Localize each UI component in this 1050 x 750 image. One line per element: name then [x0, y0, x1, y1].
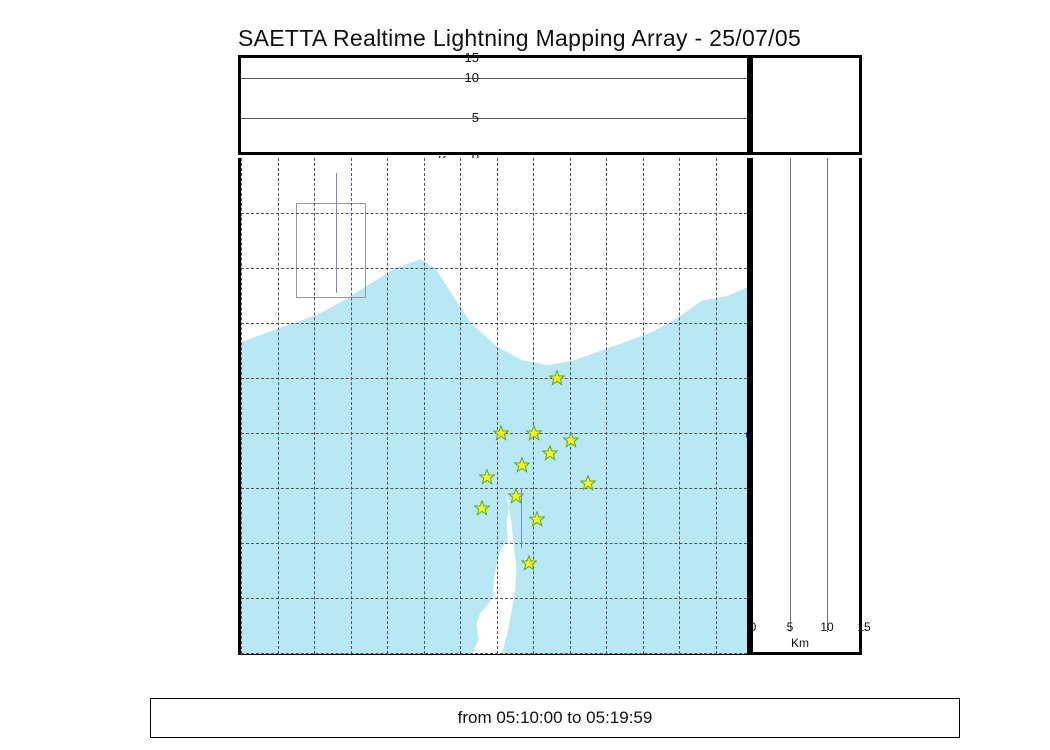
star-marker[interactable] — [474, 500, 490, 516]
lon-gridline-9.5 — [570, 158, 571, 654]
br-xtick-5: 5 — [787, 620, 794, 634]
main-map-panel[interactable]: 5°E 5.5°E 6°E 6.5°E 7°E 7.5°E 8°E 8.5°E … — [238, 158, 750, 655]
top-gridline — [241, 118, 747, 119]
star-marker[interactable] — [549, 370, 565, 386]
lon-gridline-11 — [679, 158, 680, 654]
star-marker[interactable] — [521, 555, 537, 571]
star-marker[interactable] — [529, 511, 545, 527]
top-ytick-15: 15 — [459, 50, 479, 65]
br-xtick-0: 0 — [750, 620, 757, 634]
star-marker[interactable] — [493, 425, 509, 441]
lat-gridline-40.5 — [241, 653, 747, 654]
bottom-right-km-panel: 0 5 10 15 Km — [750, 158, 862, 655]
time-range-box: from 05:10:00 to 05:19:59 — [150, 698, 960, 738]
lon-gridline-10 — [606, 158, 607, 654]
lat-gridline-41 — [241, 598, 747, 599]
top-ytick-5: 5 — [459, 110, 479, 125]
star-marker[interactable] — [580, 475, 596, 491]
br-xtick-10: 10 — [820, 620, 833, 634]
star-marker[interactable] — [563, 432, 579, 448]
top-gridline — [241, 78, 747, 79]
river-line-1 — [336, 173, 376, 293]
star-marker[interactable] — [542, 445, 558, 461]
star-marker[interactable] — [514, 457, 530, 473]
lon-gridline-8 — [460, 158, 461, 654]
lon-gridline-9 — [533, 158, 534, 654]
lat-gridline-44.5 — [241, 213, 747, 214]
time-range-text: from 05:10:00 to 05:19:59 — [458, 708, 653, 728]
top-right-empty-panel — [750, 55, 862, 155]
br-gridline-5 — [790, 158, 791, 632]
lat-gridline-41.5 — [241, 543, 747, 544]
lat-gridline-43.5 — [241, 323, 747, 324]
lon-gridline-5 — [241, 158, 242, 654]
lon-gridline-7 — [387, 158, 388, 654]
top-ytick-10: 10 — [459, 70, 479, 85]
top-km-panel: Km 15 10 5 0 — [238, 55, 750, 155]
lon-gridline-6 — [314, 158, 315, 654]
lon-gridline-11.5 — [716, 158, 717, 654]
star-marker[interactable] — [508, 488, 524, 504]
lon-gridline-8.5 — [497, 158, 498, 654]
lat-gridline-44 — [241, 268, 747, 269]
lon-gridline-10.5 — [643, 158, 644, 654]
lat-gridline-43 — [241, 378, 747, 379]
br-gridline-10 — [827, 158, 828, 632]
star-marker[interactable] — [479, 469, 495, 485]
page-title: SAETTA Realtime Lightning Mapping Array … — [238, 25, 801, 52]
lat-gridline-42 — [241, 488, 747, 489]
lon-gridline-5.5 — [278, 158, 279, 654]
lon-gridline-7.5 — [424, 158, 425, 654]
star-marker[interactable] — [526, 425, 542, 441]
br-panel-kmlabel: Km — [791, 636, 809, 650]
br-xtick-15: 15 — [857, 620, 870, 634]
